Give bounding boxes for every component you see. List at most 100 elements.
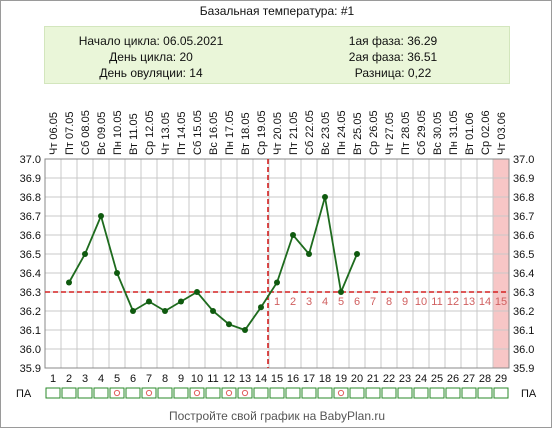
date-tick-label: Ср 26.05 <box>368 110 380 155</box>
date-tick-label: Пт 21.05 <box>288 111 300 155</box>
day-number-label: 12 <box>223 373 235 385</box>
day-number-label: 1 <box>50 373 56 385</box>
temperature-point <box>146 298 152 305</box>
date-tick-label: Пн 24.05 <box>336 110 348 155</box>
date-tick-label: Пн 31.05 <box>448 110 460 155</box>
temperature-point <box>178 298 184 305</box>
luteal-day-label: 1 <box>274 296 280 308</box>
pa-mark <box>337 389 345 397</box>
date-tick-label: Вт 11.05 <box>128 113 140 155</box>
pa-mark <box>225 389 233 397</box>
date-tick-label: Сб 22.05 <box>304 110 316 155</box>
temperature-point <box>274 279 280 286</box>
pa-mark <box>145 389 153 397</box>
pa-cell <box>253 387 269 399</box>
luteal-day-label: 12 <box>447 296 459 308</box>
date-tick-label: Вт 25.05 <box>352 112 364 155</box>
temperature-point <box>338 289 344 295</box>
y-tick-label-left: 36.2 <box>20 306 41 318</box>
temperature-point <box>162 308 168 314</box>
y-tick-label-right: 36.6 <box>513 230 534 242</box>
day-number-label: 18 <box>319 373 331 385</box>
y-tick-label-left: 36.7 <box>20 211 41 223</box>
pa-label-right: ПА <box>521 388 537 400</box>
cycle-start-text: Начало цикла: 06.05.2021 <box>78 34 224 48</box>
day-number-label: 19 <box>335 373 347 385</box>
luteal-day-label: 14 <box>479 296 491 308</box>
day-number-label: 9 <box>178 373 184 385</box>
pa-cell <box>429 387 445 399</box>
pa-cell <box>77 387 93 399</box>
date-tick-label: Вт 18.05 <box>240 112 252 155</box>
date-tick-label: Сб 15.05 <box>192 110 204 155</box>
y-tick-label-right: 36.4 <box>513 268 534 280</box>
date-tick-label: Вс 30.05 <box>432 112 444 155</box>
date-tick-label: Сб 08.05 <box>80 110 92 155</box>
luteal-day-label: 4 <box>322 296 328 308</box>
y-tick-label-right: 36.0 <box>513 344 534 356</box>
date-tick-label: Пн 10.05 <box>112 110 124 155</box>
day-number-label: 2 <box>66 373 72 385</box>
day-number-label: 8 <box>162 373 168 385</box>
cycle-day-text: День цикла: 20 <box>109 50 193 64</box>
y-tick-label-right: 36.9 <box>513 173 534 185</box>
pa-cell <box>365 387 381 399</box>
y-tick-label-right: 37.0 <box>513 154 534 166</box>
day-number-label: 7 <box>146 373 152 385</box>
pa-cell <box>125 387 141 399</box>
day-number-label: 20 <box>351 373 363 385</box>
day-number-label: 11 <box>207 373 218 385</box>
pa-cell <box>349 387 365 399</box>
pa-cell <box>317 387 333 399</box>
chart-title: Базальная температура: #1 <box>199 4 355 18</box>
pa-mark <box>113 389 121 397</box>
date-tick-label: Ср 19.05 <box>256 110 268 155</box>
luteal-day-label: 15 <box>495 296 507 308</box>
y-tick-label-left: 36.6 <box>20 230 41 242</box>
pa-cell <box>269 387 285 399</box>
luteal-day-label: 11 <box>431 296 442 308</box>
pa-cell <box>381 387 397 399</box>
y-tick-label-left: 36.3 <box>20 287 41 299</box>
pa-cell <box>413 387 429 399</box>
day-number-label: 13 <box>239 373 251 385</box>
y-tick-label-left: 36.9 <box>20 173 41 185</box>
date-tick-label: Вт 01.06 <box>464 112 476 155</box>
pa-cell <box>109 387 125 399</box>
temperature-point <box>226 321 232 328</box>
luteal-day-label: 13 <box>463 296 475 308</box>
y-tick-label-right: 36.5 <box>513 249 534 261</box>
y-tick-label-left: 36.1 <box>20 325 41 337</box>
y-tick-label-right: 36.8 <box>513 192 534 204</box>
phase1-text: 1ая фаза: 36.29 <box>348 34 438 48</box>
footer-link[interactable]: Постройте свой график на BabyPlan.ru <box>168 409 386 423</box>
pa-cell <box>333 387 349 399</box>
luteal-day-label: 6 <box>354 296 360 308</box>
date-tick-label: Вс 23.05 <box>320 112 332 155</box>
day-number-label: 17 <box>303 373 315 385</box>
y-tick-label-right: 35.9 <box>513 363 534 375</box>
date-tick-label: Ср 02.06 <box>480 110 492 155</box>
date-tick-label: Чт 13.05 <box>160 112 172 155</box>
pa-cell <box>93 387 109 399</box>
plot-area-border <box>44 158 510 369</box>
pa-cell <box>205 387 221 399</box>
y-tick-label-right: 36.2 <box>513 306 534 318</box>
date-tick-label: Чт 20.05 <box>272 112 284 155</box>
temperature-point <box>242 327 248 333</box>
day-number-label: 28 <box>479 373 491 385</box>
date-tick-label: Пт 07.05 <box>64 111 76 155</box>
temperature-point <box>98 213 104 219</box>
date-tick-label: Сб 29.05 <box>416 110 428 155</box>
temperature-point <box>114 270 120 276</box>
temperature-point <box>322 194 328 200</box>
luteal-day-label: 9 <box>402 296 408 308</box>
y-tick-label-left: 36.0 <box>20 344 41 356</box>
y-tick-label-left: 35.9 <box>20 363 41 375</box>
day-number-label: 22 <box>383 373 395 385</box>
date-tick-label: Пт 28.05 <box>400 111 412 155</box>
pa-cell <box>189 387 205 399</box>
day-number-label: 26 <box>447 373 459 385</box>
y-tick-label-left: 37.0 <box>20 154 41 166</box>
